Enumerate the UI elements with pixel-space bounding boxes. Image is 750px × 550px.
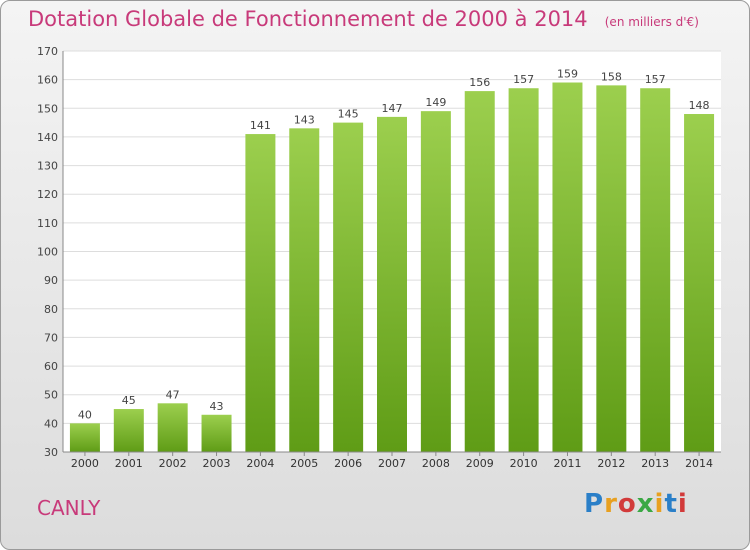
commune-name: CANLY <box>37 496 101 520</box>
x-tick-label: 2002 <box>159 457 187 470</box>
y-tick-label: 110 <box>37 217 58 230</box>
x-tick-label: 2011 <box>553 457 581 470</box>
bar <box>464 91 495 452</box>
y-tick-label: 130 <box>37 160 58 173</box>
title-row: Dotation Globale de Fonctionnement de 20… <box>28 7 699 31</box>
data-label: 47 <box>166 388 180 401</box>
y-tick-label: 70 <box>44 331 58 344</box>
x-tick-label: 2003 <box>203 457 231 470</box>
bar <box>113 409 144 452</box>
x-tick-label: 2012 <box>597 457 625 470</box>
y-tick-label: 170 <box>37 45 58 58</box>
x-tick-label: 2008 <box>422 457 450 470</box>
data-label: 40 <box>78 408 92 421</box>
bar <box>508 88 539 452</box>
logo-letter: t <box>664 489 678 519</box>
proxiti-logo: Proxiti <box>584 489 688 519</box>
y-tick-label: 160 <box>37 74 58 87</box>
y-tick-label: 40 <box>44 417 58 430</box>
data-label: 148 <box>689 99 710 112</box>
bar <box>640 88 671 452</box>
data-label: 147 <box>382 102 403 115</box>
data-label: 157 <box>513 73 534 86</box>
data-label: 145 <box>338 108 359 121</box>
data-label: 141 <box>250 119 271 132</box>
y-tick-label: 120 <box>37 188 58 201</box>
logo-letter: i <box>654 489 665 519</box>
y-tick-label: 80 <box>44 303 58 316</box>
chart-title: Dotation Globale de Fonctionnement de 20… <box>28 7 588 31</box>
chart-subtitle: (en milliers d'€) <box>604 15 699 29</box>
x-tick-label: 2007 <box>378 457 406 470</box>
x-tick-label: 2000 <box>71 457 99 470</box>
data-label: 149 <box>425 96 446 109</box>
data-label: 43 <box>210 400 224 413</box>
bar <box>377 116 407 452</box>
x-tick-label: 2009 <box>466 457 494 470</box>
x-tick-label: 2005 <box>290 457 318 470</box>
x-tick-label: 2014 <box>685 457 713 470</box>
data-label: 157 <box>645 73 666 86</box>
data-label: 143 <box>294 113 315 126</box>
logo-letter: P <box>584 489 605 519</box>
x-tick-label: 2001 <box>115 457 143 470</box>
bar <box>420 111 451 453</box>
x-tick-label: 2013 <box>641 457 669 470</box>
y-tick-label: 60 <box>44 360 58 373</box>
y-tick-label: 140 <box>37 131 58 144</box>
x-tick-label: 2010 <box>510 457 538 470</box>
y-tick-label: 90 <box>44 274 58 287</box>
bar <box>289 128 320 452</box>
bar <box>245 134 276 453</box>
data-label: 45 <box>122 394 136 407</box>
logo-letter: x <box>636 489 655 519</box>
x-tick-label: 2004 <box>246 457 274 470</box>
logo-letter: r <box>604 489 618 519</box>
bar <box>333 122 364 452</box>
data-label: 159 <box>557 68 578 81</box>
bar <box>157 403 188 452</box>
bar <box>596 85 627 452</box>
logo-letter: i <box>677 489 688 519</box>
bar <box>69 423 100 452</box>
y-tick-label: 30 <box>44 446 58 459</box>
y-tick-label: 50 <box>44 389 58 402</box>
plot-area: 30 40 50 60 70 80 90 100 110 120 130 140 150 160 170 40… <box>37 45 721 470</box>
y-tick-label: 150 <box>37 102 58 115</box>
bar <box>684 114 715 452</box>
x-tick-label: 2006 <box>334 457 362 470</box>
bar <box>552 82 583 452</box>
data-label: 158 <box>601 70 622 83</box>
data-label: 156 <box>469 76 490 89</box>
y-tick-label: 100 <box>37 246 58 259</box>
bar <box>201 414 232 452</box>
logo-letter: o <box>617 489 637 519</box>
